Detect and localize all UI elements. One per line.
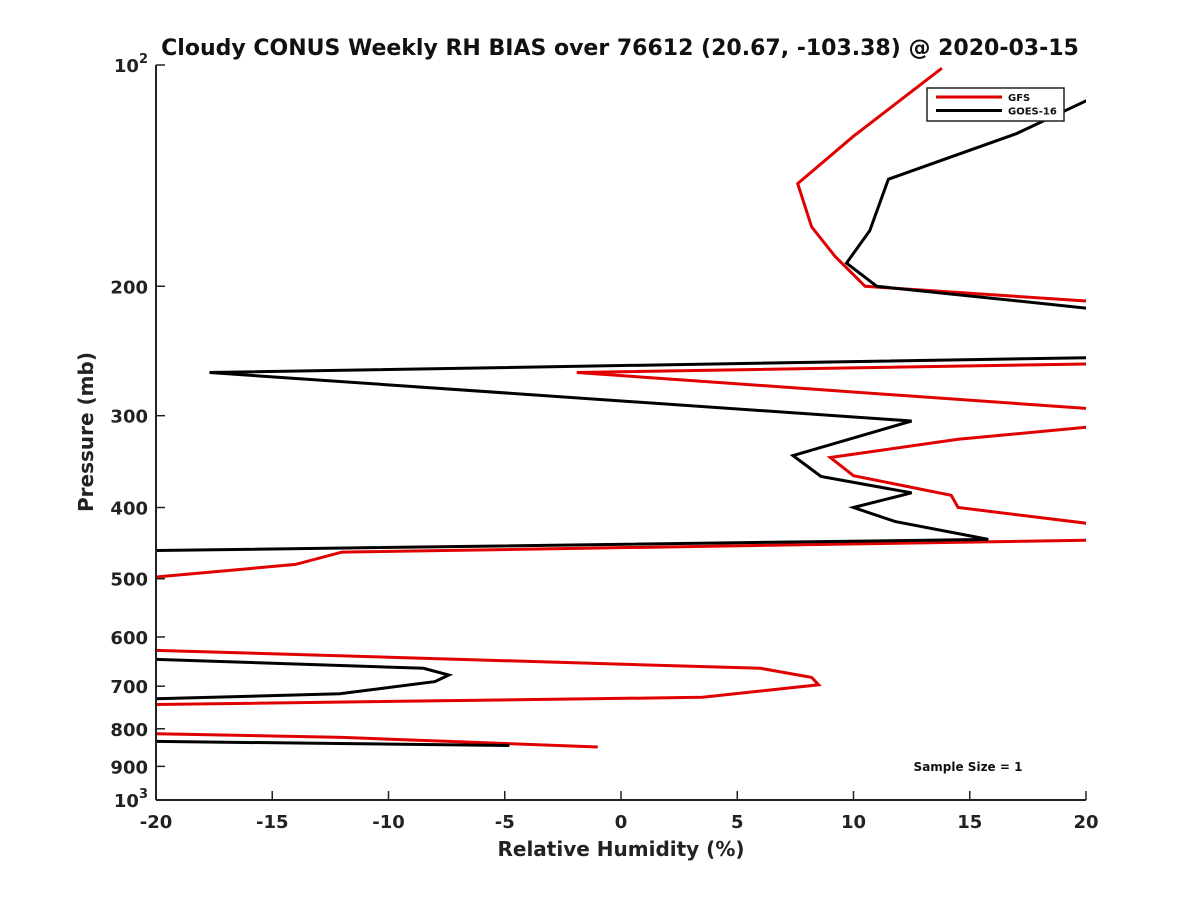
series-line-gfs-segment-0	[795, 67, 1086, 303]
plot-area: -20 -15 -10 -5 0 5 10 15 20 102 200 300 400 500 600 700…	[110, 52, 1098, 833]
x-tick-label: 0	[615, 812, 628, 833]
y-tick-label: 200	[110, 277, 148, 298]
legend-label-gfs: GFS	[1008, 93, 1030, 104]
y-tick-label: 103	[114, 787, 148, 812]
series-line-gfs-segment-3	[156, 538, 1086, 579]
y-axis-label: Pressure (mb)	[74, 352, 98, 512]
legend-box	[926, 87, 1065, 122]
series-line-gfs-segment-2	[826, 425, 1086, 525]
x-tick-label: 10	[841, 812, 866, 833]
sample-size-annotation: Sample Size = 1	[914, 760, 1023, 774]
x-axis-label: Relative Humidity (%)	[497, 837, 744, 861]
y-tick-label: 900	[110, 757, 148, 778]
series-line-goes-16-segment-3	[156, 739, 510, 747]
x-tick-label: -20	[140, 812, 173, 833]
y-tick-label: 400	[110, 499, 148, 520]
series-line-gfs-segment-1	[576, 362, 1086, 410]
y-tick-label: 600	[110, 628, 148, 649]
series-line-goes-16-segment-1	[156, 356, 1086, 553]
y-tick-label: 500	[110, 570, 148, 591]
legend: GFS GOES-16	[926, 87, 1065, 122]
y-tick-label: 300	[110, 407, 148, 428]
chart-title: Cloudy CONUS Weekly RH BIAS over 76612 (…	[161, 36, 1079, 61]
series-group	[156, 67, 1086, 749]
x-tick-label: 15	[957, 812, 982, 833]
x-tick-label: 20	[1073, 812, 1098, 833]
series-line-gfs-segment-5	[156, 732, 598, 749]
series-line-gfs-segment-4	[156, 648, 822, 707]
x-tick-label: 5	[731, 812, 744, 833]
series-line-goes-16-segment-0	[844, 99, 1086, 310]
y-tick-label: 800	[110, 720, 148, 741]
series-line-goes-16-segment-2	[156, 657, 454, 701]
x-tick-label: -10	[372, 812, 405, 833]
x-tick-label: -15	[256, 812, 289, 833]
legend-label-goes-16: GOES-16	[1008, 107, 1057, 118]
y-tick-label: 102	[114, 52, 148, 77]
y-tick-label: 700	[110, 677, 148, 698]
x-tick-label: -5	[495, 812, 515, 833]
